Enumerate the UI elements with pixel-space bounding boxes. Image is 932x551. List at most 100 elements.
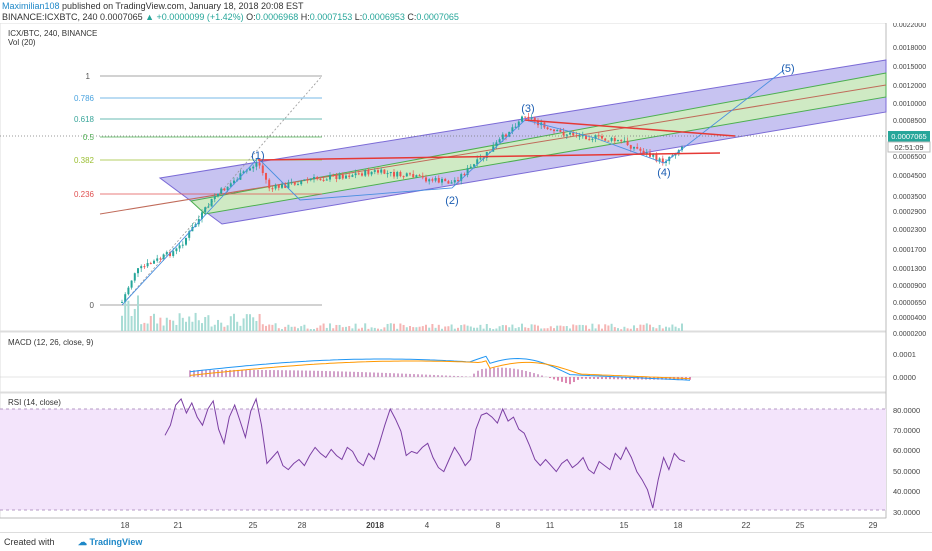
candle-body (639, 149, 641, 151)
chart-canvas[interactable]: ICX/BTC, 240, BINANCE Vol (20) MACD (12,… (0, 23, 932, 533)
candle-body (473, 164, 475, 166)
macd-hist-bar (589, 377, 591, 379)
candle-body (614, 138, 616, 141)
volume-bar (351, 328, 353, 331)
candle-body (620, 140, 622, 141)
macd-hist-bar (577, 377, 579, 380)
macd-hist-bar (433, 375, 435, 377)
macd-hist-bar (553, 377, 555, 379)
candle-body (332, 175, 334, 176)
tradingview-logo[interactable]: ☁ TradingView (78, 537, 142, 548)
candle-body (134, 273, 136, 280)
candle-body (281, 184, 283, 188)
candle-body (361, 173, 363, 175)
volume-bar (323, 324, 325, 331)
candle-body (204, 207, 206, 212)
candle-body (447, 181, 449, 183)
candle-body (249, 168, 251, 170)
macd-hist-bar (401, 374, 403, 377)
candle-body (627, 141, 629, 145)
volume-bar (182, 318, 184, 331)
macd-pane[interactable] (0, 332, 886, 392)
volume-bar (345, 327, 347, 331)
volume-bar (505, 325, 507, 331)
macd-hist-bar (481, 369, 483, 377)
volume-bar (175, 325, 177, 331)
macd-hist-bar (457, 376, 459, 377)
volume-bar (543, 328, 545, 331)
volume-bar (172, 321, 174, 331)
candle-body (409, 173, 411, 174)
rsi-scale-label: 80.0000 (893, 406, 920, 415)
candle-body (527, 117, 529, 119)
candle-body (297, 184, 299, 185)
volume-bar (262, 324, 264, 331)
macd-scale-0: 0.0000 (893, 373, 916, 382)
volume-bar (607, 325, 609, 331)
candle-body (172, 251, 174, 256)
macd-hist-bar (565, 377, 567, 383)
rsi-scale-label: 30.0000 (893, 508, 920, 517)
volume-bar (156, 323, 158, 331)
macd-hist-bar (317, 371, 319, 377)
candle-body (444, 179, 446, 181)
x-axis-label: 25 (796, 521, 805, 530)
candle-body (412, 174, 414, 177)
candle-body (207, 206, 209, 207)
price-scale-label: 0.0010000 (893, 101, 926, 108)
volume-bar (623, 327, 625, 331)
volume-bar (643, 325, 645, 331)
volume-bar (150, 316, 152, 331)
rsi-scale-label: 60.0000 (893, 446, 920, 455)
macd-hist-bar (253, 370, 255, 377)
macd-hist-bar (537, 374, 539, 377)
candle-body (454, 180, 456, 182)
fib-label-0382: 0.382 (74, 156, 95, 165)
volume-bar (588, 329, 590, 331)
candle-body (524, 116, 526, 117)
volume-bar (335, 325, 337, 331)
candle-body (329, 175, 331, 179)
volume-bar (675, 327, 677, 331)
volume-bar (470, 327, 472, 331)
x-axis-label: 8 (496, 521, 501, 530)
volume-bar (547, 328, 549, 331)
macd-hist-bar (365, 372, 367, 377)
volume-bar (163, 326, 165, 331)
candle-body (572, 133, 574, 136)
volume-bar (476, 328, 478, 331)
wave-label-4: (4) (657, 167, 670, 179)
volume-bar (252, 317, 254, 331)
candle-body (441, 179, 443, 183)
author-name[interactable]: Maximilian108 (2, 1, 60, 11)
candle-body (153, 261, 155, 264)
candle-body (479, 158, 481, 159)
volume-bar (511, 325, 513, 331)
price-scale-label: 0.0000650 (893, 300, 926, 307)
volume-bar (422, 326, 424, 331)
volume-bar (342, 327, 344, 331)
candle-body (617, 140, 619, 141)
macd-hist-bar (389, 373, 391, 377)
volume-bar (639, 325, 641, 331)
volume-bar (236, 322, 238, 331)
volume-bar (438, 325, 440, 331)
macd-hist-bar (609, 377, 611, 379)
volume-bar (531, 324, 533, 331)
x-axis-label: 18 (674, 521, 683, 530)
candle-body (166, 252, 168, 254)
volume-bar (553, 328, 555, 331)
candle-body (636, 147, 638, 149)
fib-label-1: 1 (86, 72, 91, 81)
volume-bar (428, 328, 430, 331)
wave-label-2: (2) (445, 195, 458, 207)
x-axis-label: 4 (425, 521, 430, 530)
candle-body (182, 245, 184, 246)
candle-body (310, 179, 312, 180)
macd-hist-bar (429, 375, 431, 377)
volume-bar (291, 327, 293, 331)
open-label: O: (246, 12, 256, 22)
candle-body (291, 182, 293, 183)
macd-hist-bar (349, 372, 351, 377)
macd-hist-bar (257, 370, 259, 377)
